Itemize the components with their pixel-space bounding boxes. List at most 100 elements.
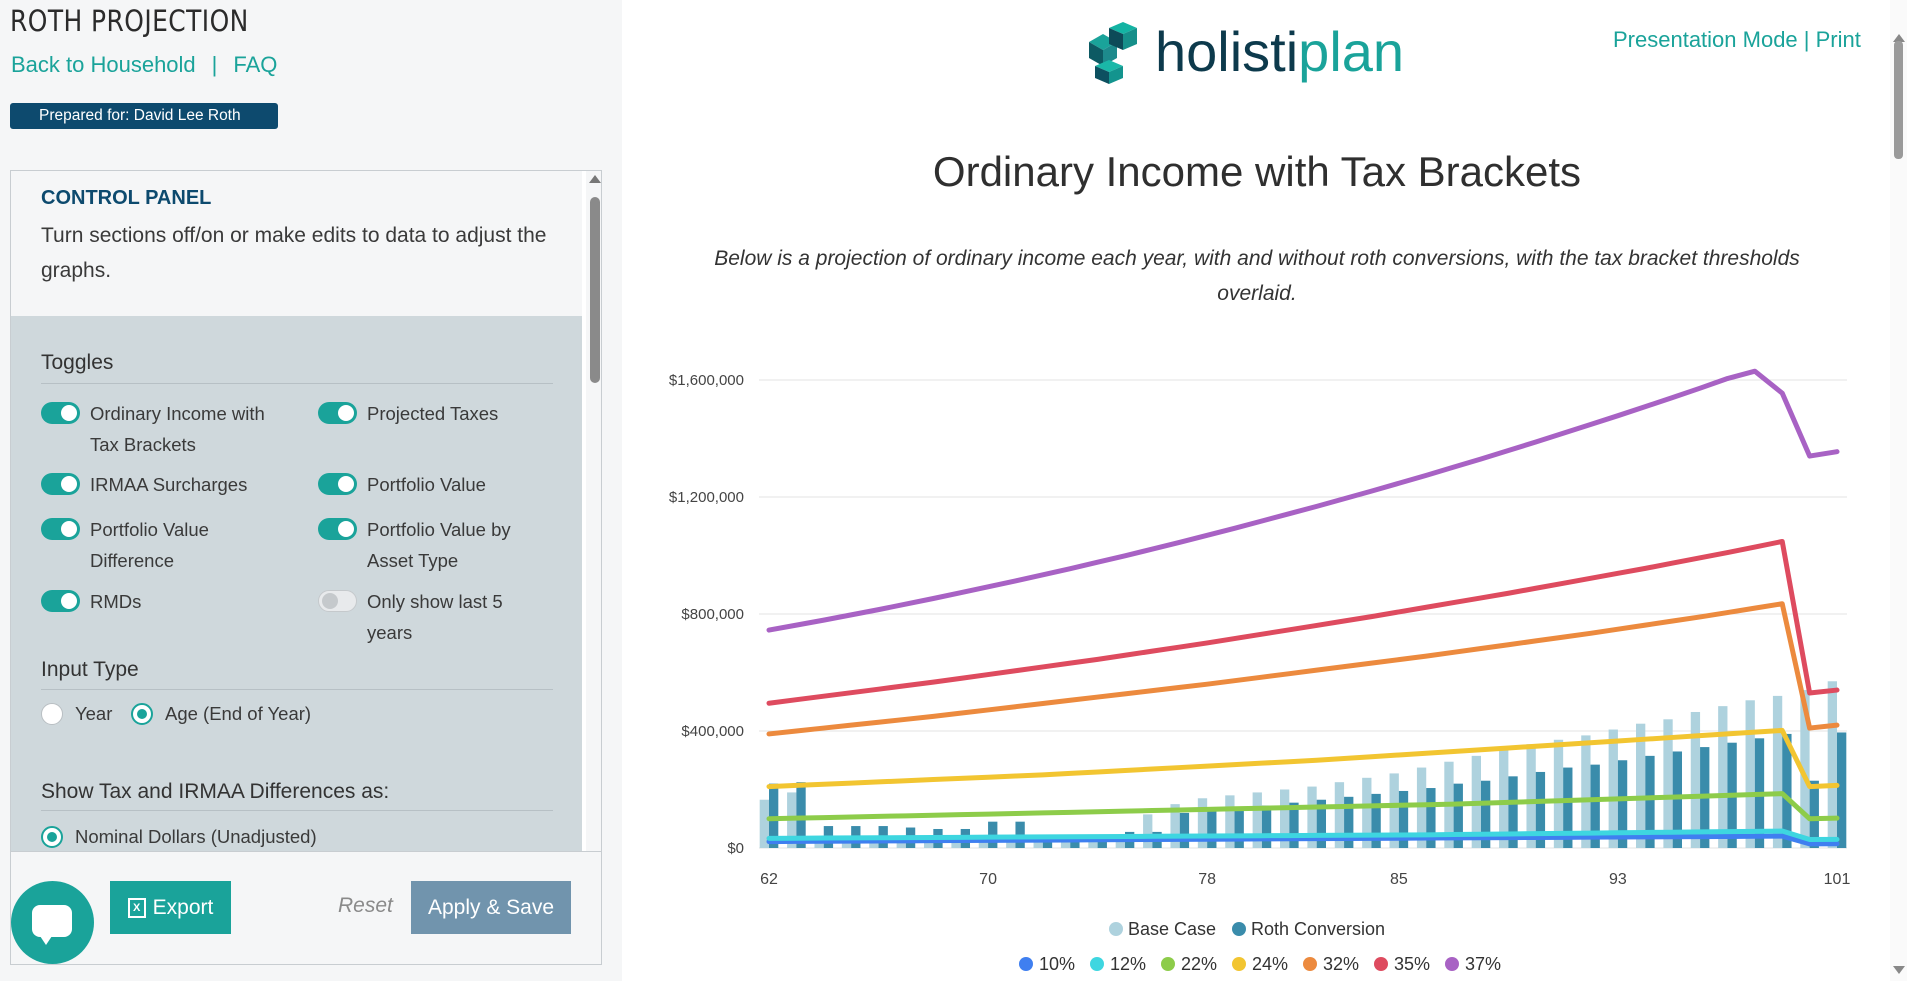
toggle-switch[interactable] (318, 402, 357, 424)
toggle-switch[interactable] (41, 518, 80, 540)
bar-base-case (951, 839, 961, 848)
toggle-portfolio-value-difference[interactable]: Portfolio Value Difference (41, 514, 271, 576)
legend-marker (1019, 957, 1033, 971)
main-content: holistiplan Presentation Mode | Print Or… (622, 0, 1907, 981)
apply-save-button[interactable]: Apply & Save (411, 881, 571, 934)
chart-title: Ordinary Income with Tax Brackets (932, 148, 1582, 195)
legend-marker (1374, 957, 1388, 971)
back-to-household-link[interactable]: Back to Household (11, 52, 196, 77)
toggle-switch[interactable] (318, 473, 357, 495)
income-chart: $0 $400,000 $800,000 $1,200,000 $1,600,000 62… (669, 368, 1851, 974)
bar-roth-conversion (1645, 755, 1655, 848)
header-links: Presentation Mode | Print (1613, 27, 1861, 53)
legend-label: 10% (1039, 954, 1075, 974)
bar-base-case (1279, 789, 1290, 848)
toggle-projected-taxes[interactable]: Projected Taxes (318, 398, 548, 429)
toggle-ordinary-income[interactable]: Ordinary Income with Tax Brackets (41, 398, 271, 460)
reset-button[interactable]: Reset (338, 894, 393, 917)
bar-roth-conversion (1316, 799, 1327, 848)
input-type-heading: Input Type (41, 658, 139, 681)
toggle-rmds[interactable]: RMDs (41, 586, 271, 617)
bar-roth-conversion (1070, 840, 1080, 848)
toggle-portfolio-value-by-asset[interactable]: Portfolio Value by Asset Type (318, 514, 548, 576)
print-link[interactable]: Print (1815, 27, 1861, 52)
chat-button[interactable] (11, 881, 94, 964)
radio-age[interactable]: Age (End of Year) (131, 703, 311, 725)
bar-roth-conversion (1481, 780, 1491, 848)
presentation-mode-link[interactable]: Presentation Mode (1613, 27, 1798, 52)
bar-base-case (1197, 798, 1208, 848)
legend-marker (1303, 957, 1317, 971)
y-tick-label: $1,200,000 (669, 489, 744, 506)
control-panel-description: Turn sections off/on or make edits to da… (41, 224, 547, 282)
bar-roth-conversion (1289, 802, 1299, 848)
x-tick-label: 101 (1824, 871, 1851, 888)
legend-label: Roth Conversion (1251, 919, 1385, 939)
radio-label: Year (75, 703, 113, 724)
scrollbar-thumb[interactable] (590, 197, 600, 383)
left-panel: ROTH PROJECTION Back to Household | FAQ Pr… (0, 0, 622, 981)
toggle-label: IRMAA Surcharges (90, 474, 248, 495)
bar-base-case (1416, 767, 1427, 848)
link-separator: | (211, 52, 218, 77)
export-button[interactable]: X Export (110, 881, 231, 934)
toggle-portfolio-value[interactable]: Portfolio Value (318, 469, 548, 500)
toggle-switch[interactable] (41, 590, 80, 612)
bar-base-case (1499, 750, 1509, 848)
series-line-35pct (766, 538, 1840, 706)
divider (41, 689, 553, 690)
radio-button[interactable] (41, 703, 63, 725)
toggles-heading: Toggles (41, 351, 114, 374)
page-title: ROTH PROJECTION (10, 4, 249, 38)
excel-icon: X (127, 897, 146, 918)
bar-roth-conversion (1398, 790, 1409, 848)
bar-roth-conversion (796, 782, 806, 848)
radio-year[interactable]: Year (41, 703, 112, 725)
scroll-up-arrow-icon[interactable] (589, 175, 601, 183)
toggle-only-last-5-years[interactable]: Only show last 5 years (318, 586, 518, 648)
bar-base-case (1334, 782, 1345, 848)
divider (41, 383, 553, 384)
bar-roth-conversion (1809, 780, 1819, 848)
bar-base-case (1718, 706, 1728, 848)
bar-base-case (1800, 690, 1810, 848)
bar-base-case (1088, 837, 1098, 848)
page-scrollbar[interactable] (1890, 0, 1907, 981)
series-line-37pct (766, 368, 1840, 633)
control-panel-title: CONTROL PANEL (41, 187, 212, 209)
control-panel-header: CONTROL PANEL Turn sections off/on or ma… (11, 171, 582, 316)
bar-roth-conversion (1207, 809, 1217, 848)
scrollbar-thumb[interactable] (1894, 41, 1903, 159)
legend-label: 22% (1181, 954, 1217, 974)
radio-button[interactable] (131, 703, 153, 725)
x-tick-label: 93 (1609, 871, 1627, 888)
radio-button[interactable] (41, 826, 63, 848)
scroll-down-arrow-icon[interactable] (1893, 966, 1905, 974)
legend-label: 37% (1465, 954, 1501, 974)
control-panel-scrollbar[interactable] (586, 171, 601, 851)
radio-label: Nominal Dollars (Unadjusted) (75, 826, 317, 847)
toggle-label: Portfolio Value (367, 474, 486, 495)
toggle-switch[interactable] (318, 590, 357, 612)
bar-roth-conversion (1672, 751, 1683, 848)
toggle-irmaa-surcharges[interactable]: IRMAA Surcharges (41, 469, 271, 500)
legend-marker (1090, 957, 1104, 971)
scroll-up-arrow-icon[interactable] (1893, 34, 1905, 42)
legend-label: 12% (1110, 954, 1146, 974)
series-line-22pct (766, 791, 1840, 822)
bar-roth-conversion (1563, 767, 1573, 848)
legend-label: 24% (1252, 954, 1288, 974)
bar-base-case (1663, 719, 1673, 848)
legend-marker (1232, 922, 1246, 936)
logo-wordmark: holistiplan (1155, 24, 1404, 80)
radio-nominal-dollars[interactable]: Nominal Dollars (Unadjusted) (41, 826, 317, 848)
bar-base-case (1635, 723, 1646, 848)
toggle-switch[interactable] (318, 518, 357, 540)
control-panel-body: Toggles Ordinary Income with Tax Bracket… (11, 316, 582, 851)
bar-roth-conversion (1837, 732, 1847, 848)
faq-link[interactable]: FAQ (233, 52, 278, 77)
show-diff-heading: Show Tax and IRMAA Differences as: (41, 780, 390, 803)
y-tick-label: $800,000 (681, 606, 744, 623)
toggle-switch[interactable] (41, 473, 80, 495)
toggle-switch[interactable] (41, 402, 80, 424)
